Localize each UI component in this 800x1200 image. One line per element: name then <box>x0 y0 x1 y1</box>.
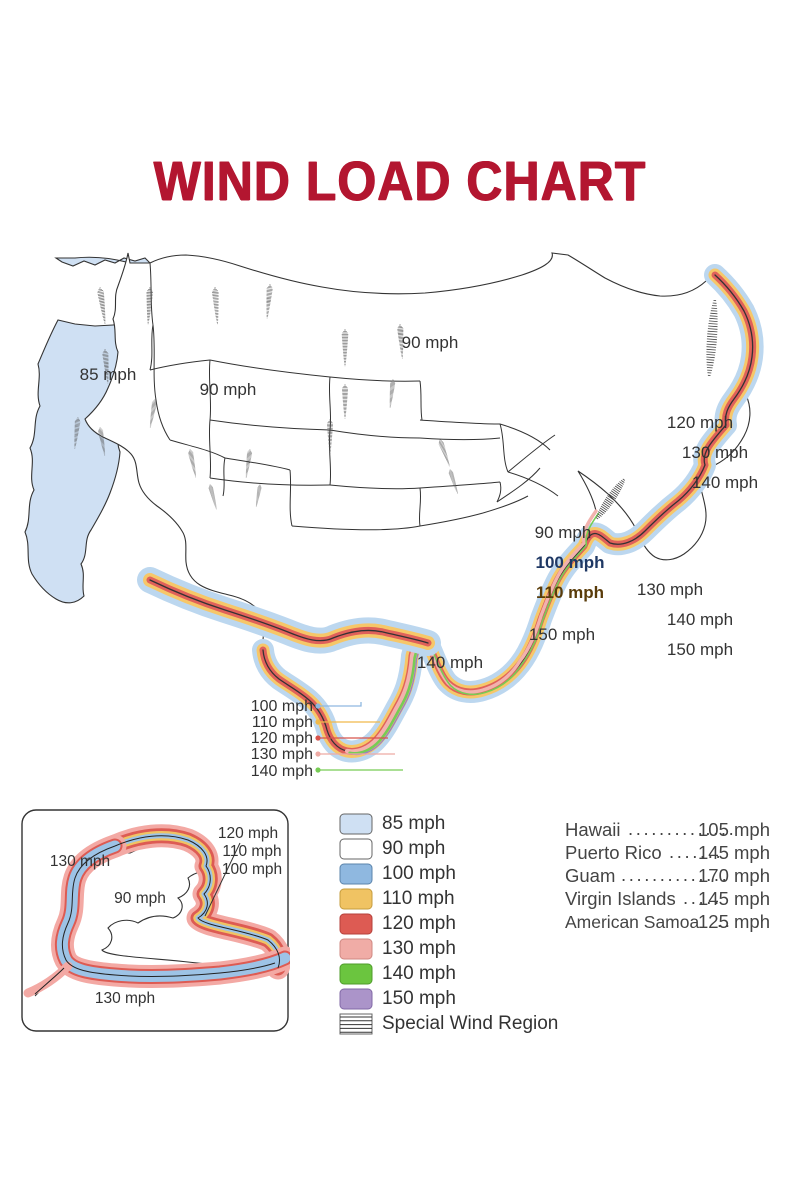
svg-text:90 mph: 90 mph <box>402 333 459 352</box>
svg-text:120 mph: 120 mph <box>382 913 456 934</box>
svg-text:100 mph: 100 mph <box>222 861 282 878</box>
svg-text:Special Wind Region: Special Wind Region <box>382 1013 558 1034</box>
svg-text:120 mph: 120 mph <box>218 825 278 842</box>
svg-text:140 mph: 140 mph <box>417 653 483 672</box>
svg-text:90 mph: 90 mph <box>200 380 257 399</box>
svg-text:140 mph: 140 mph <box>692 473 758 492</box>
svg-text:90 mph: 90 mph <box>535 523 592 542</box>
svg-text:130 mph: 130 mph <box>637 580 703 599</box>
svg-text:100 mph: 100 mph <box>382 863 456 884</box>
svg-text:Hawaii: Hawaii <box>565 819 621 840</box>
svg-text:130 mph: 130 mph <box>682 443 748 462</box>
svg-text:.......: ....... <box>669 841 723 862</box>
svg-text:130 mph: 130 mph <box>50 853 110 870</box>
svg-text:120 mph: 120 mph <box>667 413 733 432</box>
svg-text:..: .. <box>717 910 732 931</box>
svg-text:Guam: Guam <box>565 865 615 886</box>
svg-text:..............: .............. <box>628 818 736 839</box>
svg-text:140 mph: 140 mph <box>667 610 733 629</box>
svg-text:100 mph: 100 mph <box>251 698 313 715</box>
svg-text:130 mph: 130 mph <box>251 746 313 763</box>
svg-text:90 mph: 90 mph <box>114 890 166 907</box>
svg-text:.....: ..... <box>683 887 722 908</box>
svg-text:120 mph: 120 mph <box>251 730 313 747</box>
svg-text:130 mph: 130 mph <box>382 938 456 959</box>
svg-text:Puerto Rico: Puerto Rico <box>565 842 662 863</box>
svg-text:..............: .............. <box>621 864 729 885</box>
svg-text:140 mph: 140 mph <box>382 963 456 984</box>
svg-text:85 mph: 85 mph <box>80 365 137 384</box>
svg-text:110 mph: 110 mph <box>382 888 455 909</box>
svg-text:110 mph: 110 mph <box>536 583 604 602</box>
svg-text:150 mph: 150 mph <box>667 640 733 659</box>
svg-text:140 mph: 140 mph <box>251 763 313 780</box>
svg-text:100 mph: 100 mph <box>536 553 605 572</box>
svg-text:110 mph: 110 mph <box>222 843 281 860</box>
svg-text:150 mph: 150 mph <box>529 625 595 644</box>
svg-text:130 mph: 130 mph <box>95 990 155 1007</box>
svg-text:110 mph: 110 mph <box>252 714 313 731</box>
svg-text:150 mph: 150 mph <box>382 988 456 1009</box>
svg-text:125 mph: 125 mph <box>698 911 770 932</box>
svg-text:American Samoa: American Samoa <box>565 912 699 932</box>
svg-text:85 mph: 85 mph <box>382 813 445 834</box>
svg-text:Virgin Islands: Virgin Islands <box>565 888 676 909</box>
svg-text:90 mph: 90 mph <box>382 838 445 859</box>
